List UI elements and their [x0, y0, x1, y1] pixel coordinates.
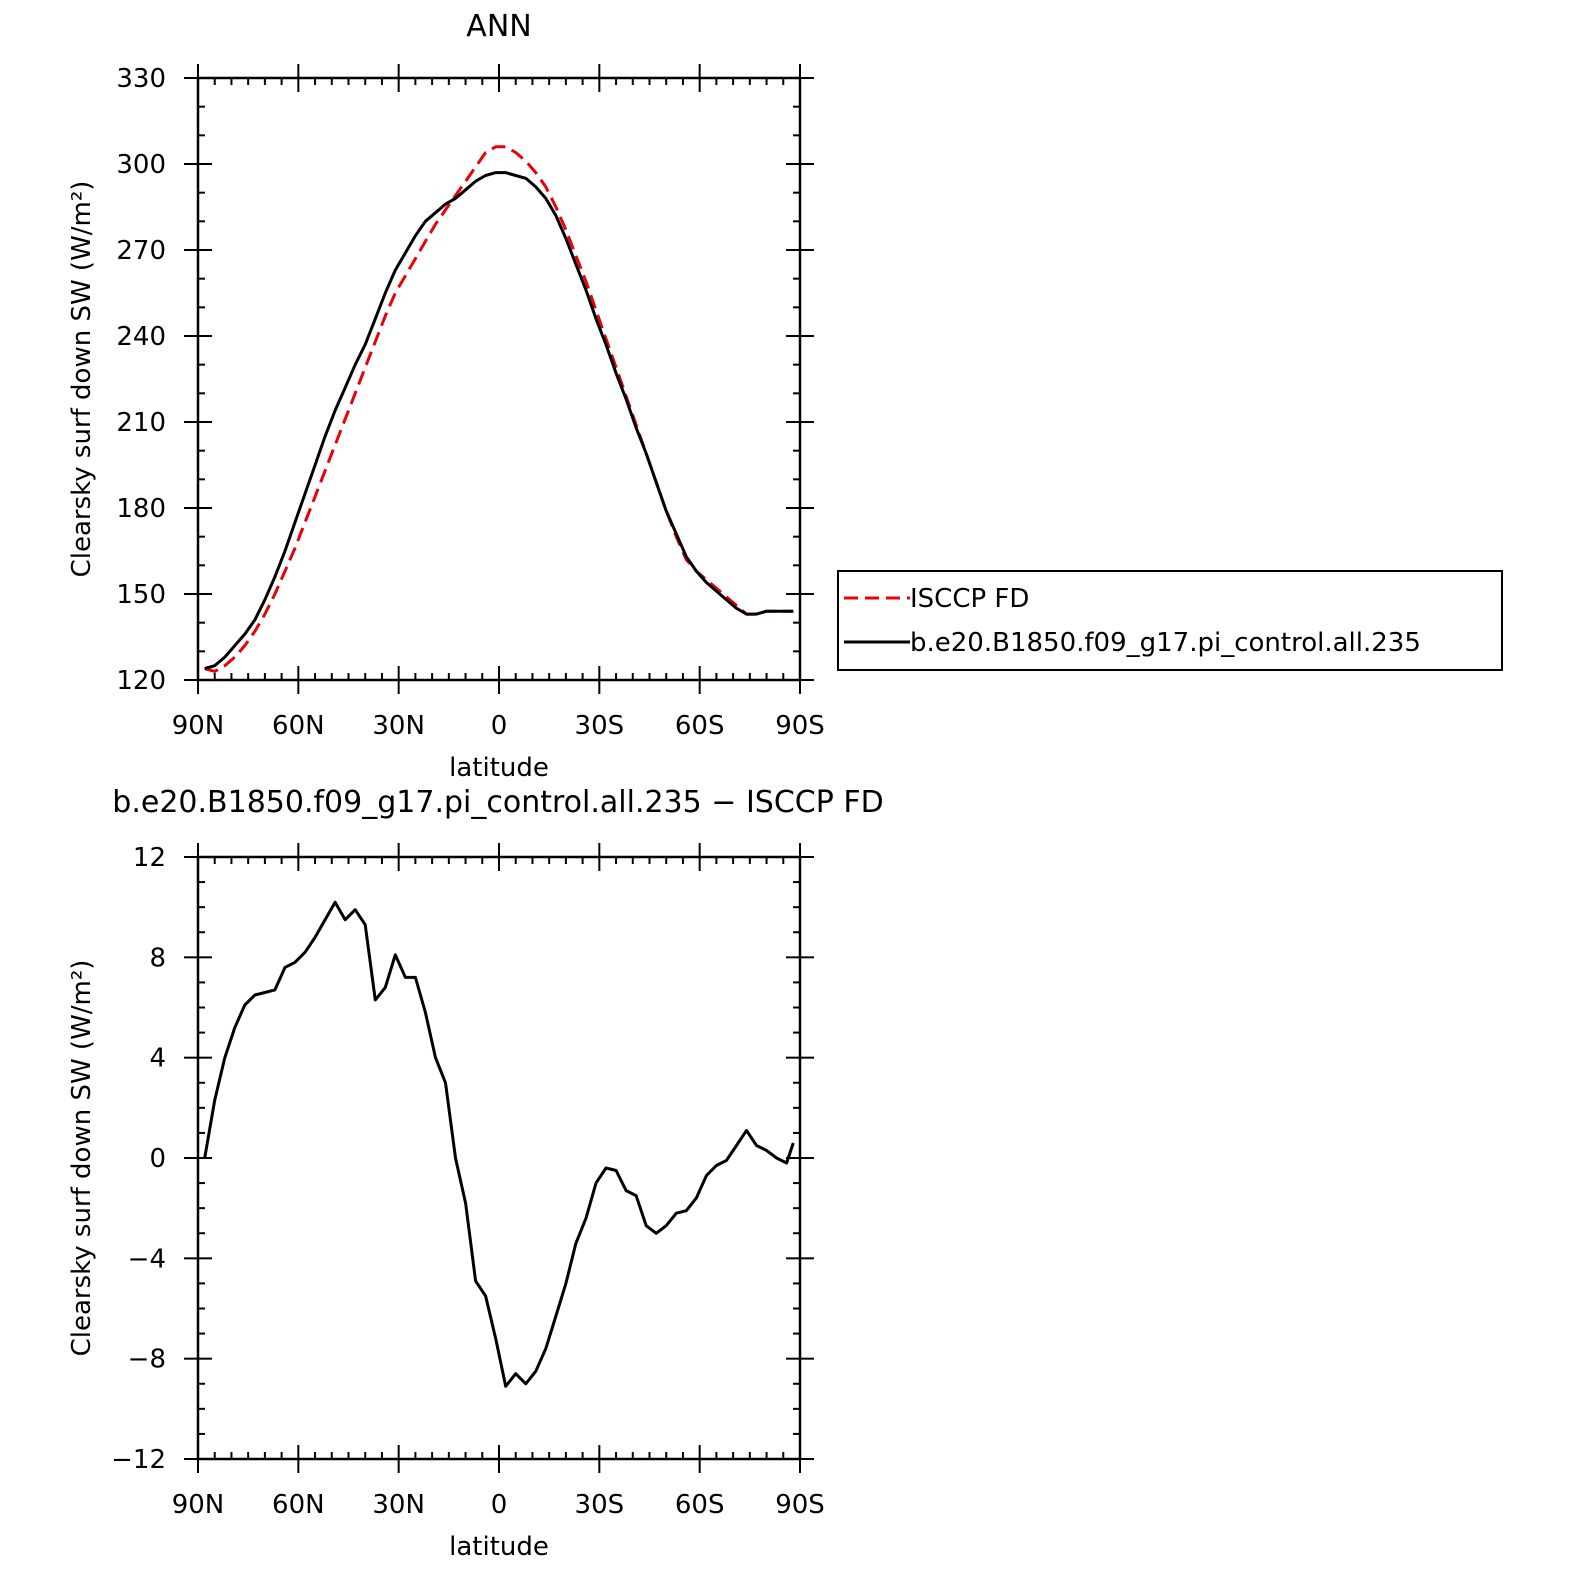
y-axis-label: Clearsky surf down SW (W/m²) [67, 960, 97, 1357]
y-tick-label: −4 [128, 1244, 166, 1274]
y-tick-label: 300 [116, 150, 166, 180]
plot-frame [196, 76, 802, 682]
plot-title: b.e20.B1850.f09_g17.pi_control.all.235 −… [112, 785, 883, 820]
top-panel-annual-mean: ANN 90N 60N 30N 0 30S 60S 90S 120 150 180 210 240 270… [67, 9, 825, 783]
x-tick-label: 90S [775, 711, 825, 741]
x-tick-label: 90S [775, 1490, 825, 1520]
legend-entry-0: ISCCP FD [910, 584, 1029, 614]
y-tick-label: −8 [128, 1345, 166, 1375]
x-tick-label: 30N [372, 711, 425, 741]
x-tick-label: 60N [272, 1490, 325, 1520]
legend-entry-1: b.e20.B1850.f09_g17.pi_control.all.235 [910, 628, 1421, 658]
x-tick-label: 30N [372, 1490, 425, 1520]
y-axis-label: Clearsky surf down SW (W/m²) [67, 181, 97, 578]
x-tick-label: 60S [675, 711, 725, 741]
x-tick-label: 90N [172, 711, 225, 741]
series-line-0 [204, 145, 794, 673]
y-tick-label: 270 [116, 236, 166, 266]
plot-frame [196, 855, 802, 1461]
x-tick-label: 90N [172, 1490, 225, 1520]
y-tick-label: 12 [133, 843, 166, 873]
legend-box [837, 570, 1503, 671]
legend: ISCCP FD b.e20.B1850.f09_g17.pi_control.a… [837, 570, 1503, 671]
x-tick-label: 0 [491, 1490, 508, 1520]
y-tick-label: 150 [116, 580, 166, 610]
y-tick-label: 210 [116, 408, 166, 438]
bottom-panel-difference: b.e20.B1850.f09_g17.pi_control.all.235 −… [67, 785, 884, 1562]
x-axis-label: latitude [449, 753, 549, 783]
y-tick-label: 120 [116, 666, 166, 696]
series-line-0 [203, 900, 795, 1388]
x-tick-label: 60S [675, 1490, 725, 1520]
y-tick-label: 8 [149, 943, 166, 973]
x-tick-label: 60N [272, 711, 325, 741]
y-tick-label: 240 [116, 322, 166, 352]
y-tick-label: 330 [116, 64, 166, 94]
x-tick-label: 30S [575, 711, 625, 741]
x-tick-label: 30S [575, 1490, 625, 1520]
y-tick-label: −12 [111, 1445, 166, 1475]
series-line-1 [204, 171, 794, 670]
plot-title: ANN [466, 9, 531, 44]
y-tick-label: 0 [149, 1144, 166, 1174]
x-axis-label: latitude [449, 1532, 549, 1562]
y-tick-label: 4 [149, 1044, 166, 1074]
x-tick-label: 0 [491, 711, 508, 741]
y-tick-label: 180 [116, 494, 166, 524]
